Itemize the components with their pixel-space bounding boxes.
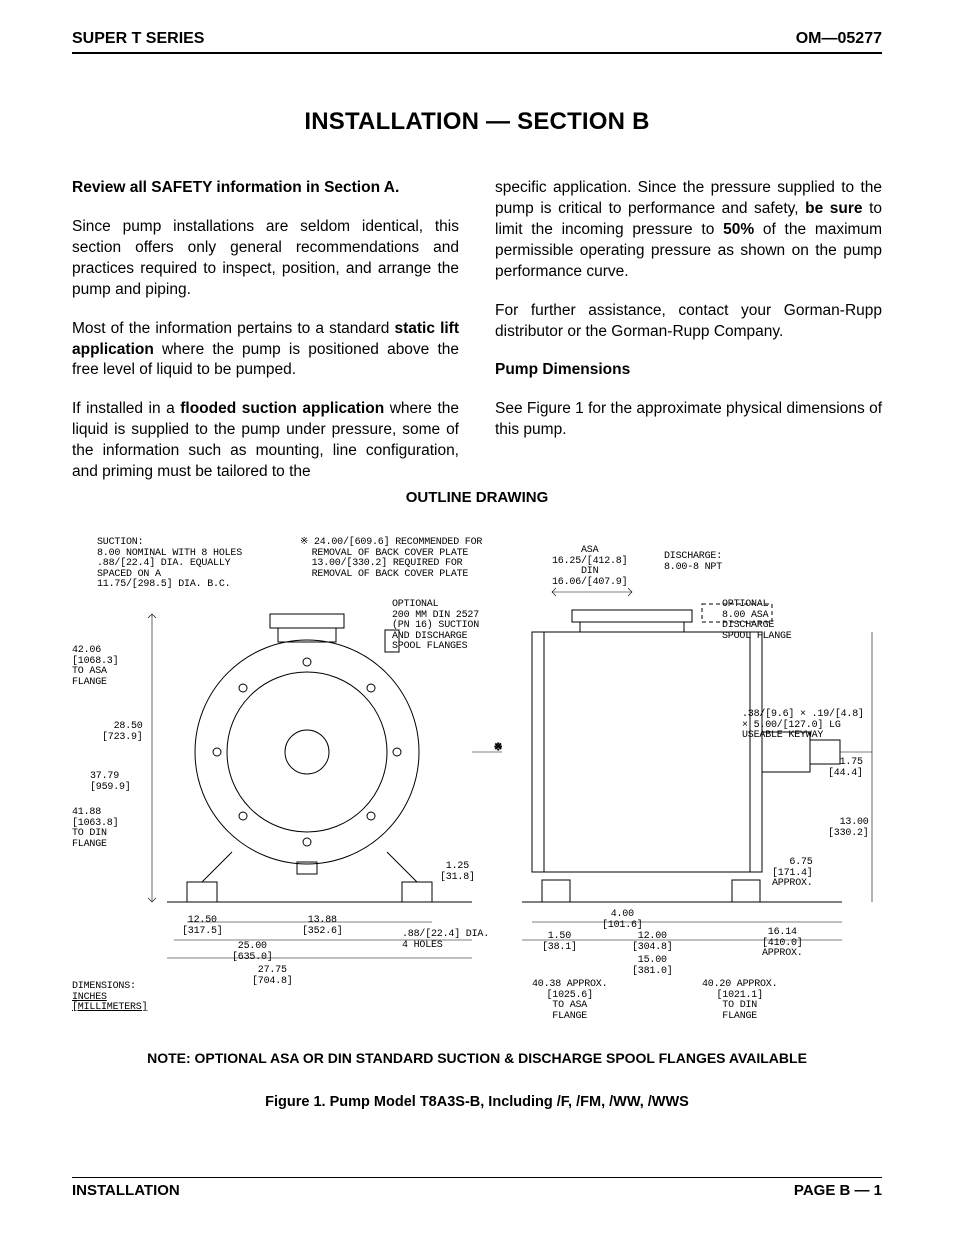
dim-13-00: 13.00 [330.2] [828, 818, 869, 839]
callout-asa: ASA 16.25/[412.8] DIN 16.06/[407.9] [552, 546, 627, 588]
dim-28-50: 28.50 [723.9] [102, 722, 143, 743]
callout-keyway: .38/[9.6] × .19/[4.8] × 5.00/[127.0] LG … [742, 710, 864, 742]
dim-13-88: 13.88 [352.6] [302, 916, 343, 937]
dim-40-38: 40.38 APPROX. [1025.6] TO ASA FLANGE [532, 980, 607, 1022]
dim-1-75: 1.75 [44.4] [828, 758, 863, 779]
dim-37-79: 37.79 [959.9] [90, 772, 131, 793]
dim-1-25: 1.25 [31.8] [440, 862, 475, 883]
callout-suction: SUCTION: 8.00 NOMINAL WITH 8 HOLES .88/[… [97, 538, 242, 591]
left-p1: Since pump installations are seldom iden… [72, 217, 459, 301]
svg-text:※: ※ [494, 743, 502, 754]
dim-1-50: 1.50 [38.1] [542, 932, 577, 953]
dim-25-00: 25.00 [635.0] [232, 942, 273, 963]
dim-15-00: 15.00 [381.0] [632, 956, 673, 977]
header-left: SUPER T SERIES [72, 30, 204, 48]
outline-drawing: ※ [72, 522, 882, 1042]
outline-drawing-label: OUTLINE DRAWING [72, 489, 882, 506]
callout-opt-discharge: OPTIONAL 8.00 ASA DISCHARGE SPOOL FLANGE [722, 600, 792, 642]
header-right: OM—05277 [796, 30, 882, 48]
dim-27-75: 27.75 [704.8] [252, 966, 293, 987]
right-p1-bold2: 50% [723, 221, 754, 238]
dim-40-20: 40.20 APPROX. [1021.1] TO DIN FLANGE [702, 980, 777, 1022]
body-columns: Review all SAFETY information in Section… [72, 178, 882, 483]
pump-dimensions-subhead: Pump Dimensions [495, 360, 882, 381]
left-p3-bold: flooded suction application [180, 400, 384, 417]
dim-88-holes: .88/[22.4] DIA. 4 HOLES [402, 930, 489, 951]
dim-legend-a: DIMENSIONS: [72, 981, 136, 992]
dim-legend-c: [MILLIMETERS] [72, 1002, 147, 1013]
left-p3: If installed in a flooded suction applic… [72, 399, 459, 483]
page-header: SUPER T SERIES OM—05277 [72, 30, 882, 54]
dim-41-88: 41.88 [1063.8] TO DIN FLANGE [72, 808, 118, 850]
dim-12-50: 12.50 [317.5] [182, 916, 223, 937]
callout-discharge: DISCHARGE: 8.00-8 NPT [664, 552, 722, 573]
left-column: Review all SAFETY information in Section… [72, 178, 459, 483]
right-p1-bold1: be sure [805, 200, 862, 217]
dim-12-00: 12.00 [304.8] [632, 932, 673, 953]
dim-42-06: 42.06 [1068.3] TO ASA FLANGE [72, 646, 118, 688]
figure-caption: Figure 1. Pump Model T8A3S-B, Including … [72, 1094, 882, 1110]
dim-6-75: 6.75 [171.4] APPROX. [772, 858, 813, 890]
review-safety-line: Review all SAFETY information in Section… [72, 178, 459, 199]
right-p3: See Figure 1 for the approximate physica… [495, 399, 882, 441]
flange-note: NOTE: OPTIONAL ASA OR DIN STANDARD SUCTI… [72, 1050, 882, 1066]
left-p3-a: If installed in a [72, 400, 180, 417]
page-footer: INSTALLATION PAGE B — 1 [72, 1177, 882, 1199]
left-p2-a: Most of the information pertains to a st… [72, 320, 394, 337]
right-p2: For further assistance, contact your Gor… [495, 301, 882, 343]
callout-removal: ※ 24.00/[609.6] RECOMMENDED FOR REMOVAL … [300, 538, 482, 580]
right-column: specific application. Since the pressure… [495, 178, 882, 483]
right-p1: specific application. Since the pressure… [495, 178, 882, 283]
dim-16-14: 16.14 [410.0] APPROX. [762, 928, 803, 960]
dim-legend-b: INCHES [72, 992, 107, 1003]
callout-opt-suction: OPTIONAL 200 MM DIN 2527 (PN 16) SUCTION… [392, 600, 479, 653]
footer-left: INSTALLATION [72, 1182, 180, 1199]
dim-legend: DIMENSIONS: INCHES [MILLIMETERS] [72, 982, 147, 1014]
footer-right: PAGE B — 1 [794, 1182, 882, 1199]
section-title: INSTALLATION — SECTION B [72, 108, 882, 136]
left-p2: Most of the information pertains to a st… [72, 319, 459, 382]
dim-4-00: 4.00 [101.6] [602, 910, 643, 931]
